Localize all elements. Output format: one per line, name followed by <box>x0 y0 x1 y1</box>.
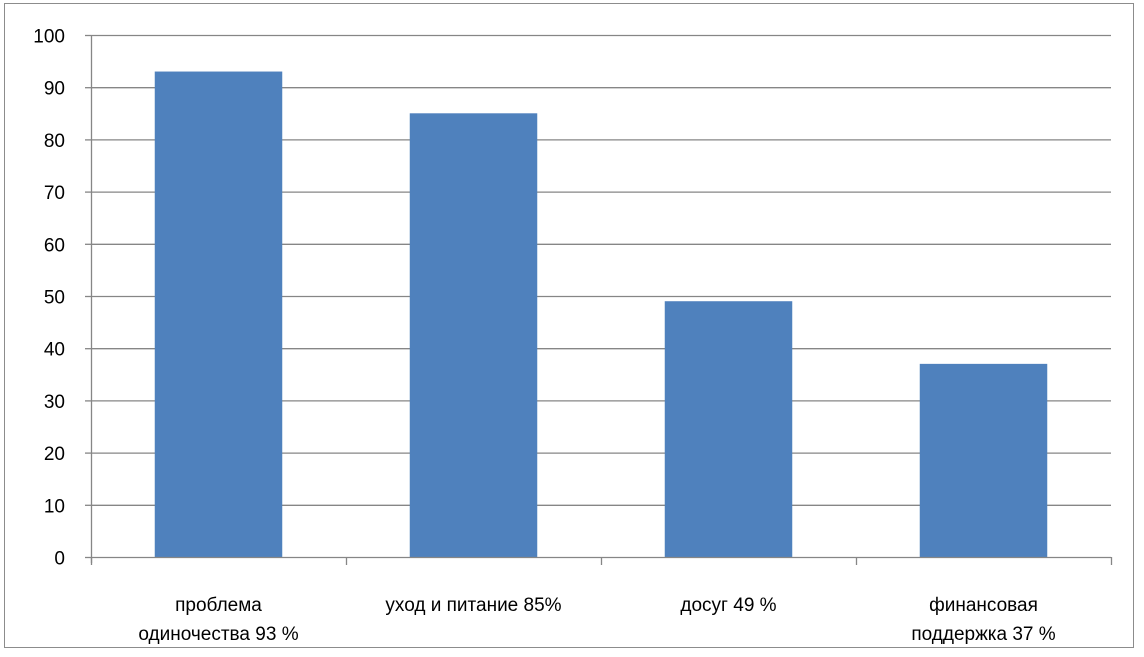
y-tick-label: 10 <box>44 496 65 517</box>
bar-1 <box>154 71 283 557</box>
y-tick-label: 0 <box>54 549 65 570</box>
bars <box>154 71 1048 558</box>
x-category-label: уход и питание 85% <box>385 595 561 616</box>
y-tick-label: 40 <box>44 340 65 361</box>
bar-4 <box>919 363 1048 557</box>
y-tick-label: 20 <box>44 444 65 465</box>
x-category-label-line: одиночества 93 % <box>138 624 298 645</box>
y-tick-label: 30 <box>44 392 65 413</box>
axes <box>85 34 1113 565</box>
x-category-label-line: поддержка 37 % <box>911 624 1055 645</box>
y-tick-label: 100 <box>33 27 65 48</box>
y-tick-label: 50 <box>44 288 65 309</box>
x-category-label: досуг 49 % <box>680 595 776 616</box>
x-category-label-line: досуг 49 % <box>680 595 776 616</box>
y-tick-label: 90 <box>44 79 65 100</box>
bar-3 <box>664 301 793 557</box>
x-category-label-line: проблема <box>175 595 262 616</box>
x-category-label: финансовая поддержка 37 % <box>911 595 1055 645</box>
labels: 0 10 20 30 40 50 60 70 80 90 100 проблема одиночеств… <box>33 27 1055 646</box>
y-tick-label: 80 <box>44 131 65 152</box>
y-tick-label: 70 <box>44 183 65 204</box>
bar-2 <box>409 113 538 558</box>
y-tick-label: 60 <box>44 235 65 256</box>
x-category-label-line: финансовая <box>929 595 1038 616</box>
x-category-label-line: уход и питание 85% <box>385 595 561 616</box>
x-category-label: проблема одиночества 93 % <box>138 595 298 645</box>
